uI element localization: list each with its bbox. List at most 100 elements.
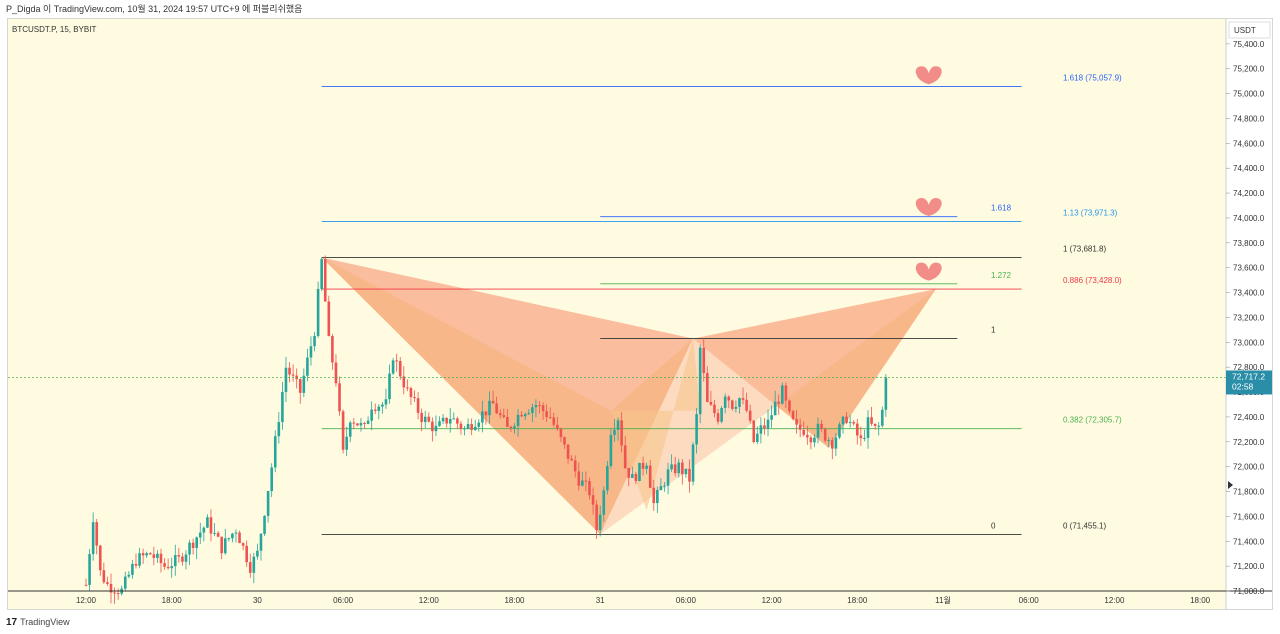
candle-body [270, 467, 273, 492]
candle-body [484, 411, 488, 416]
candle-body [495, 403, 498, 414]
candle-body [802, 429, 806, 435]
candle-body [777, 401, 781, 404]
candle-body [834, 437, 838, 449]
candle-body [759, 425, 763, 434]
y-tick-label: 72,200.0 [1233, 438, 1265, 447]
candle-body [716, 413, 720, 422]
candle-body [348, 422, 352, 437]
candle-body [448, 419, 452, 424]
candle-body [827, 440, 831, 442]
candle-body [880, 409, 884, 426]
y-tick-label: 71,600.0 [1233, 512, 1265, 521]
candle-body [613, 429, 616, 435]
candle-body [570, 458, 573, 461]
y-tick-label: 71,200.0 [1233, 562, 1265, 571]
candle-body [363, 422, 366, 424]
candle-body [866, 417, 870, 438]
candle-body [309, 346, 313, 358]
candle-body [845, 416, 848, 423]
x-tick-label: 12:00 [1104, 596, 1125, 605]
fib-level-label: 1 (73,681.8) [1063, 245, 1106, 254]
candle-body [181, 556, 184, 562]
candle-body [502, 415, 506, 417]
candle-body [141, 553, 145, 556]
candle-body [277, 422, 281, 437]
candle-body [206, 517, 209, 528]
candle-body [384, 399, 388, 405]
candle-body [306, 357, 309, 376]
candle-body [452, 418, 456, 420]
harmonic-inner-abcd [610, 338, 701, 511]
x-tick-label: 06:00 [333, 596, 354, 605]
candle-body [606, 466, 609, 491]
x-tick-label: 30 [253, 596, 262, 605]
candle-body [238, 532, 241, 544]
candle-body [227, 538, 231, 540]
candle-body [434, 425, 438, 432]
candle-body [173, 555, 177, 567]
candle-body [220, 536, 223, 554]
scroll-to-realtime-arrow-icon[interactable] [1228, 481, 1233, 489]
candle-body [884, 377, 888, 410]
candle-body [627, 468, 631, 478]
candle-body [706, 373, 709, 402]
candle-body [302, 375, 306, 393]
candle-body [148, 553, 152, 555]
candle-body [770, 415, 773, 420]
candle-body [634, 474, 638, 482]
last-price-tag: 72,717.2 02:58 [1226, 370, 1272, 395]
candle-body [188, 542, 191, 555]
candle-body [506, 416, 509, 427]
candle-body [598, 514, 602, 531]
candle-body [456, 418, 459, 424]
candle-body [684, 468, 688, 475]
candle-body [584, 480, 588, 482]
candle-body [281, 392, 284, 423]
currency-box[interactable] [1228, 21, 1271, 39]
candle-body [673, 464, 677, 474]
candle-body [602, 490, 606, 515]
candle-body [266, 491, 270, 516]
chart-frame[interactable]: 1.618 (75,057.9) 1.13 (73,971.3) 1 (73,681… [7, 18, 1273, 610]
candle-body [702, 347, 706, 374]
candle-body [356, 423, 359, 426]
y-tick-label: 72,000.0 [1233, 463, 1265, 472]
heart-icon [915, 198, 942, 217]
price-chart[interactable]: 1.618 (75,057.9) 1.13 (73,971.3) 1 (73,681… [8, 19, 1272, 609]
candle-body [170, 566, 173, 569]
candle-body [191, 542, 195, 549]
fib-level-label: 0 (71,455.1) [1063, 521, 1106, 530]
candle-body [466, 424, 470, 429]
candle-body [645, 465, 648, 469]
candle-body [841, 416, 845, 425]
candle-body [291, 374, 295, 376]
candle-body [195, 537, 198, 549]
candle-body [534, 405, 538, 408]
candle-body [341, 411, 345, 450]
candle-body [734, 406, 738, 409]
candle-body [481, 411, 484, 423]
candle-body [127, 574, 131, 577]
candle-body [552, 417, 556, 425]
y-tick-label: 75,200.0 [1233, 65, 1265, 74]
candle-body [88, 554, 91, 585]
candle-body [256, 550, 259, 557]
candle-body [870, 417, 873, 424]
candle-body [398, 361, 402, 377]
candle-body [713, 404, 716, 414]
candle-body [591, 495, 595, 505]
x-tick-label: 12:00 [76, 596, 97, 605]
candle-body [820, 423, 823, 429]
candle-body [345, 436, 348, 450]
candle-body [741, 398, 745, 400]
footer: 17 TradingView [6, 614, 70, 630]
candle-body [877, 425, 881, 427]
candle-body [831, 440, 834, 449]
candle-body [670, 464, 673, 470]
y-tick-label: 73,000.0 [1233, 338, 1265, 347]
harmonic-ad-wing [600, 289, 936, 535]
candle-body [873, 423, 877, 426]
candle-body [445, 417, 448, 424]
candle-body [788, 400, 791, 412]
